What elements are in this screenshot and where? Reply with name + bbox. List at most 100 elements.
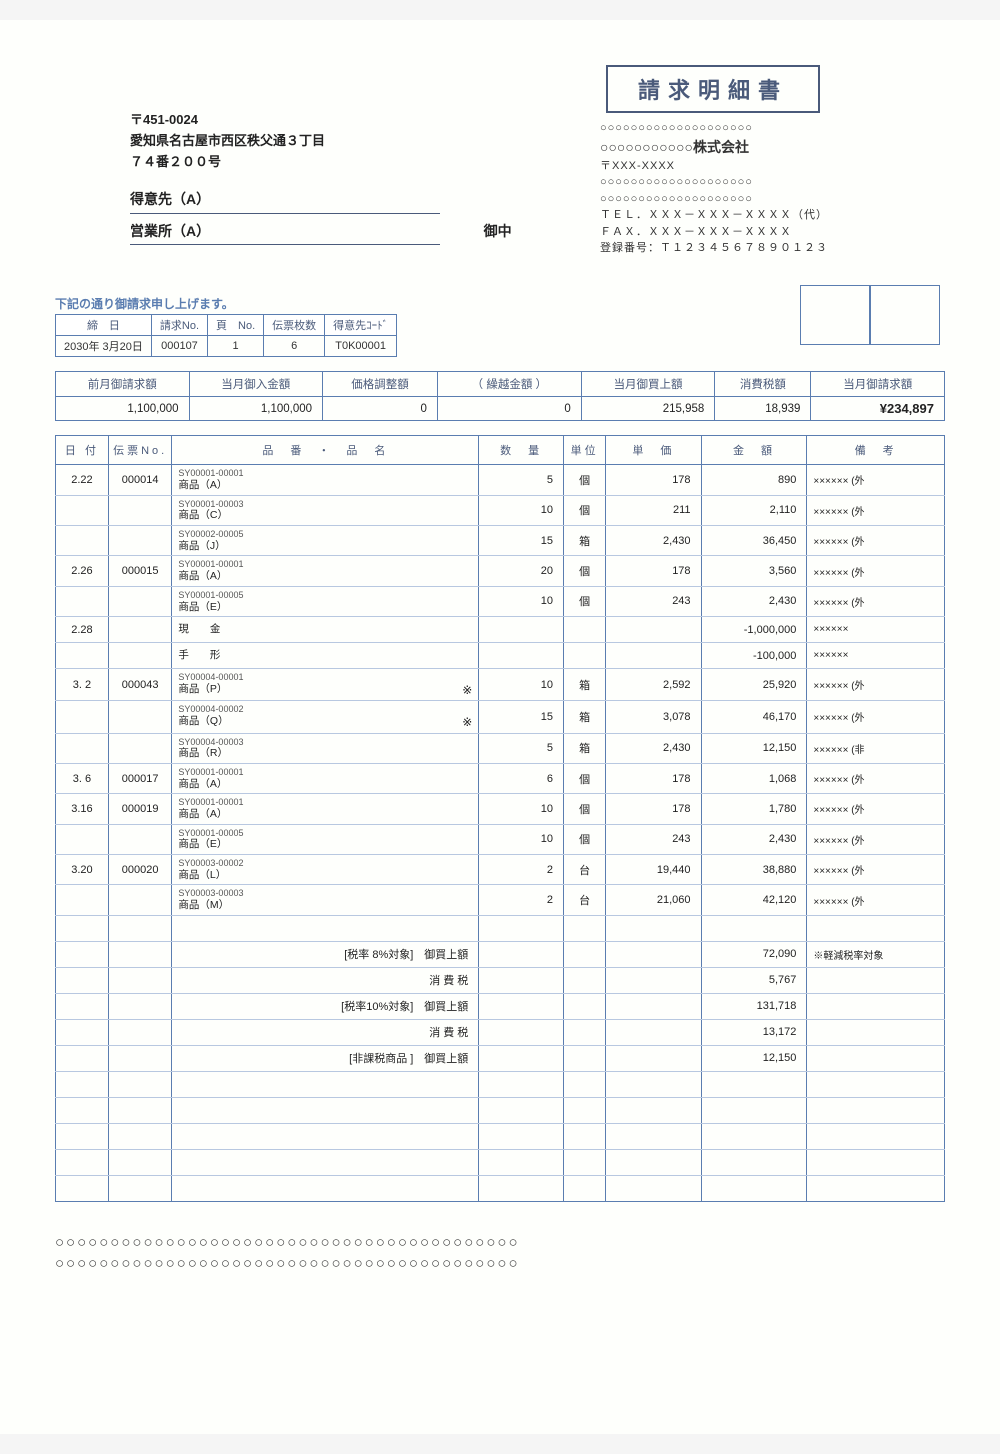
company-name: ○○○○○○○○○○○株式会社 [600,137,940,158]
cell-unit: 個 [563,824,605,854]
cell-note: ×××××× (外 [807,763,945,793]
cell-product: SY00004-00003商品（R） [172,733,479,763]
document-title: 請求明細書 [606,65,820,113]
cell-price: 243 [606,824,701,854]
cell-slip [108,586,172,616]
cell-note: ×××××× (外 [807,701,945,733]
subtotal-label: [非課税商品 ] 御買上額 [172,1045,479,1071]
meta-header: 得意先ｺｰﾄﾞ [325,315,397,336]
cell-price: 178 [606,763,701,793]
table-row: 3. 2000043SY00004-00001商品（P）※10箱2,59225,… [56,669,945,701]
table-row: SY00004-00002商品（Q）※15箱3,07846,170×××××× … [56,701,945,733]
subtotal-note [807,993,945,1019]
table-row: SY00004-00003商品（R）5箱2,43012,150×××××× (非 [56,733,945,763]
subtotal-row: 消 費 税13,172 [56,1019,945,1045]
detail-header: 単 価 [606,436,701,465]
cell-amount: 25,920 [701,669,807,701]
summary-header: 消費税額 [715,372,811,397]
cell-slip: 000017 [108,763,172,793]
subtotal-row: [税率 8%対象] 御買上額72,090※軽減税率対象 [56,941,945,967]
subtotal-label: [税率10%対象] 御買上額 [172,993,479,1019]
cell-qty: 5 [479,465,564,495]
company-line1: ○○○○○○○○○○○○○○○○○○○○ [600,120,940,137]
cell-date: 2.26 [56,556,109,586]
cell-unit: 箱 [563,733,605,763]
cell-qty: 10 [479,495,564,525]
cell-unit: 箱 [563,701,605,733]
subtotal-note: ※軽減税率対象 [807,941,945,967]
detail-header: 金 額 [701,436,807,465]
cell-qty: 6 [479,763,564,793]
summary-header: 価格調整額 [323,372,438,397]
meta-header: 伝票枚数 [264,315,325,336]
meta-header: 頁 No. [208,315,264,336]
cell-note: ×××××× (外 [807,824,945,854]
detail-table: 日 付伝票No.品 番 ・ 品 名数 量単位単 価金 額備 考 2.220000… [55,435,945,1202]
table-row: SY00002-00005商品（J）15箱2,43036,450×××××× (… [56,525,945,555]
cell-note: ×××××× (外 [807,556,945,586]
meta-value: 1 [208,336,264,357]
cell-product: 手 形 [172,643,479,669]
cell-unit: 個 [563,465,605,495]
summary-header: 当月御入金額 [189,372,323,397]
subtotal-row: [税率10%対象] 御買上額 131,718 [56,993,945,1019]
company-block: ○○○○○○○○○○○○○○○○○○○○ ○○○○○○○○○○○株式会社 〒XX… [600,120,940,257]
meta-value: 000107 [151,336,207,357]
cell-note: ×××××× (外 [807,465,945,495]
cell-date [56,733,109,763]
cell-note: ×××××× (非 [807,733,945,763]
cell-product: SY00001-00001商品（A） [172,763,479,793]
cell-product: SY00003-00003商品（M） [172,885,479,915]
cell-product: 現 金 [172,617,479,643]
cell-product: SY00001-00005商品（E） [172,824,479,854]
cell-date: 3.16 [56,794,109,824]
subtotal-amount: 13,172 [701,1019,807,1045]
cell-amount: 2,430 [701,824,807,854]
detail-header: 単位 [563,436,605,465]
summary-value: 18,939 [715,397,811,421]
summary-header: 当月御買上額 [581,372,715,397]
cell-note: ×××××× (外 [807,495,945,525]
cell-note: ×××××× (外 [807,794,945,824]
cell-slip [108,495,172,525]
subtotal-row: 消 費 税5,767 [56,967,945,993]
subtotal-note [807,1045,945,1071]
cell-unit: 個 [563,763,605,793]
subtotal-amount: 131,718 [701,993,807,1019]
cell-slip [108,617,172,643]
cell-note: ×××××× (外 [807,525,945,555]
cell-unit [563,617,605,643]
company-addr2: ○○○○○○○○○○○○○○○○○○○○ [600,191,940,208]
cell-qty [479,643,564,669]
footer-line2: ○○○○○○○○○○○○○○○○○○○○○○○○○○○○○○○○○○○○○○○○… [55,1253,945,1274]
company-tel: ＴＥＬ．ＸＸＸ－ＸＸＸ－ＸＸＸＸ（代） [600,207,940,224]
table-row: 2.22000014SY00001-00001商品（A）5個178890××××… [56,465,945,495]
company-regno: 登録番号：Ｔ１２３４５６７８９０１２３ [600,240,940,257]
subtotal-amount: 72,090 [701,941,807,967]
cell-amount: 42,120 [701,885,807,915]
company-addr1: ○○○○○○○○○○○○○○○○○○○○ [600,174,940,191]
cell-date [56,495,109,525]
table-row: 2.26000015SY00001-00001商品（A）20個1783,560×… [56,556,945,586]
cell-qty: 2 [479,855,564,885]
table-row: 手 形-100,000×××××× [56,643,945,669]
cell-product: SY00002-00005商品（J） [172,525,479,555]
invoice-page: 請求明細書 〒451-0024 愛知県名古屋市西区秩父通３丁目 ７４番２００号 … [0,20,1000,1434]
summary-value: 1,100,000 [189,397,323,421]
detail-header: 備 考 [807,436,945,465]
cell-product: SY00001-00001商品（A） [172,465,479,495]
table-row: 3.20000020SY00003-00002商品（L）2台19,44038,8… [56,855,945,885]
cell-note: ×××××× (外 [807,855,945,885]
cell-qty: 15 [479,701,564,733]
subtotal-amount: 5,767 [701,967,807,993]
table-row: SY00003-00003商品（M）2台21,06042,120×××××× (… [56,885,945,915]
cell-amount: 1,068 [701,763,807,793]
cell-price: 2,592 [606,669,701,701]
summary-header: （ 繰越金額 ） [437,372,581,397]
company-fax: ＦＡＸ．ＸＸＸ－ＸＸＸ－ＸＸＸＸ [600,224,940,241]
meta-value: 2030年 3月20日 [56,336,152,357]
cell-unit: 台 [563,885,605,915]
cell-qty: 10 [479,824,564,854]
cell-note: ×××××× (外 [807,669,945,701]
subtotal-amount: 12,150 [701,1045,807,1071]
